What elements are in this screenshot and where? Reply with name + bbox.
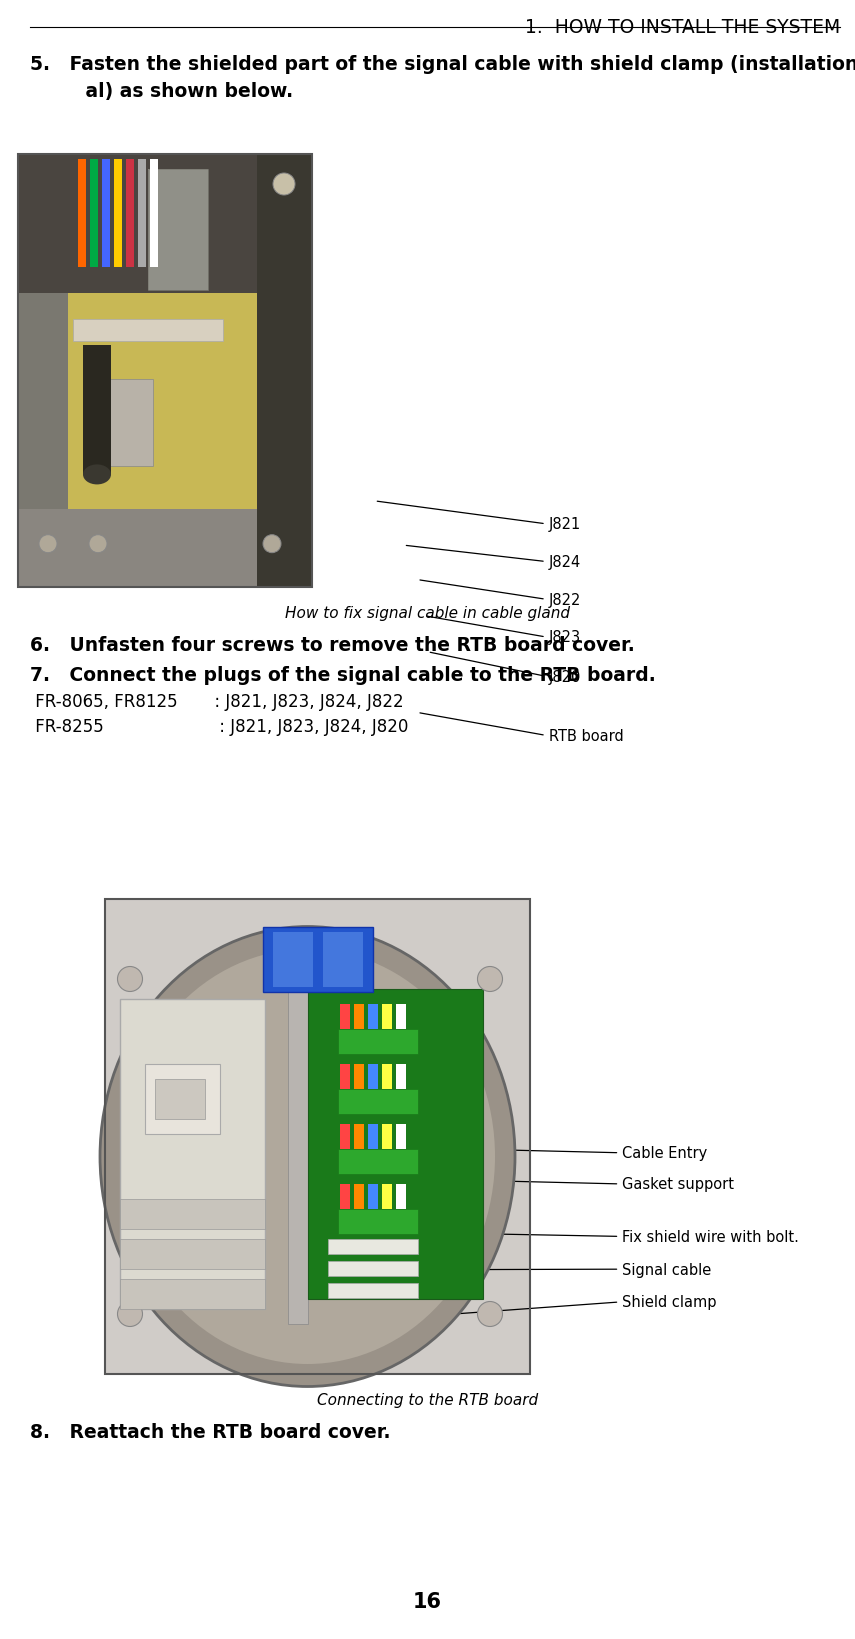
Text: How to fix signal cable in cable gland: How to fix signal cable in cable gland (285, 606, 570, 621)
Text: Cable Entry: Cable Entry (622, 1146, 708, 1160)
Ellipse shape (117, 1301, 143, 1326)
Ellipse shape (273, 174, 295, 197)
Bar (102, 161, 110, 269)
Bar (368, 1185, 378, 1210)
Bar (148, 170, 208, 292)
Bar (148, 170, 208, 292)
Bar (339, 1185, 350, 1210)
Bar (155, 1080, 205, 1119)
Bar (338, 1210, 417, 1234)
Text: Fix shield wire with bolt.: Fix shield wire with bolt. (622, 1229, 799, 1244)
Bar (396, 1064, 405, 1090)
Ellipse shape (263, 536, 281, 554)
Bar (396, 1124, 405, 1149)
Bar (88, 380, 153, 467)
Ellipse shape (477, 967, 503, 992)
Bar (73, 320, 223, 341)
Bar (308, 990, 482, 1300)
Bar (18, 156, 312, 588)
Bar (105, 900, 530, 1373)
Bar (338, 1029, 417, 1054)
Bar (18, 510, 312, 588)
Bar (138, 161, 146, 269)
Bar (273, 933, 312, 987)
Ellipse shape (39, 536, 57, 554)
Bar (381, 1185, 392, 1210)
Bar (381, 1064, 392, 1090)
Bar (368, 1005, 378, 1029)
Bar (18, 156, 312, 588)
Bar (105, 900, 530, 1373)
Text: RTB board: RTB board (549, 728, 623, 744)
Text: 1.  HOW TO INSTALL THE SYSTEM: 1. HOW TO INSTALL THE SYSTEM (525, 18, 840, 38)
Bar (368, 1124, 378, 1149)
Bar (90, 161, 98, 269)
Bar (114, 161, 122, 269)
Text: Gasket support: Gasket support (622, 1177, 734, 1192)
Bar (339, 1005, 350, 1029)
Bar (145, 1064, 220, 1134)
Text: J824: J824 (549, 554, 581, 570)
Text: al) as shown below.: al) as shown below. (53, 82, 293, 102)
Bar (120, 1239, 265, 1269)
Bar (368, 1064, 378, 1090)
Bar (327, 1283, 417, 1298)
Bar (126, 161, 134, 269)
Bar (396, 1185, 405, 1210)
Text: 6.   Unfasten four screws to remove the RTB board cover.: 6. Unfasten four screws to remove the RT… (30, 636, 634, 654)
Text: J821: J821 (549, 516, 581, 533)
Bar (262, 928, 373, 992)
Ellipse shape (477, 1301, 503, 1326)
Bar (381, 1124, 392, 1149)
Text: 8.   Reattach the RTB board cover.: 8. Reattach the RTB board cover. (30, 1423, 391, 1441)
Ellipse shape (89, 536, 107, 554)
Bar (78, 161, 86, 269)
Bar (83, 346, 111, 475)
Ellipse shape (120, 949, 495, 1364)
Bar (381, 1005, 392, 1029)
Bar (338, 1149, 417, 1174)
Bar (150, 161, 158, 269)
Text: J822: J822 (549, 592, 581, 608)
Bar (339, 1064, 350, 1090)
Bar (120, 1278, 265, 1310)
Text: Shield clamp: Shield clamp (622, 1295, 717, 1310)
Bar (257, 156, 312, 588)
Text: Signal cable: Signal cable (622, 1262, 711, 1277)
Bar (18, 156, 312, 293)
Bar (353, 1064, 363, 1090)
Bar (322, 933, 363, 987)
Ellipse shape (117, 967, 143, 992)
Bar (287, 969, 308, 1324)
Text: J820: J820 (549, 669, 581, 685)
Bar (120, 1200, 265, 1229)
Ellipse shape (83, 465, 111, 485)
Text: 7.   Connect the plugs of the signal cable to the RTB board.: 7. Connect the plugs of the signal cable… (30, 665, 656, 685)
Bar (18, 293, 98, 531)
Text: FR-8255                      : J821, J823, J824, J820: FR-8255 : J821, J823, J824, J820 (30, 718, 409, 736)
Bar (339, 1124, 350, 1149)
Bar (396, 1005, 405, 1029)
Text: Connecting to the RTB board: Connecting to the RTB board (317, 1392, 538, 1408)
Ellipse shape (100, 928, 515, 1387)
Bar (68, 293, 262, 510)
Text: 16: 16 (413, 1591, 442, 1611)
Text: FR-8065, FR8125       : J821, J823, J824, J822: FR-8065, FR8125 : J821, J823, J824, J822 (30, 693, 404, 711)
Bar (327, 1239, 417, 1254)
Bar (327, 1262, 417, 1277)
Bar (353, 1185, 363, 1210)
Bar (120, 1000, 265, 1310)
Bar (338, 1090, 417, 1115)
Text: 5.   Fasten the shielded part of the signal cable with shield clamp (installatio: 5. Fasten the shielded part of the signa… (30, 56, 855, 74)
Bar (353, 1005, 363, 1029)
Bar (353, 1124, 363, 1149)
Text: J823: J823 (549, 629, 581, 646)
